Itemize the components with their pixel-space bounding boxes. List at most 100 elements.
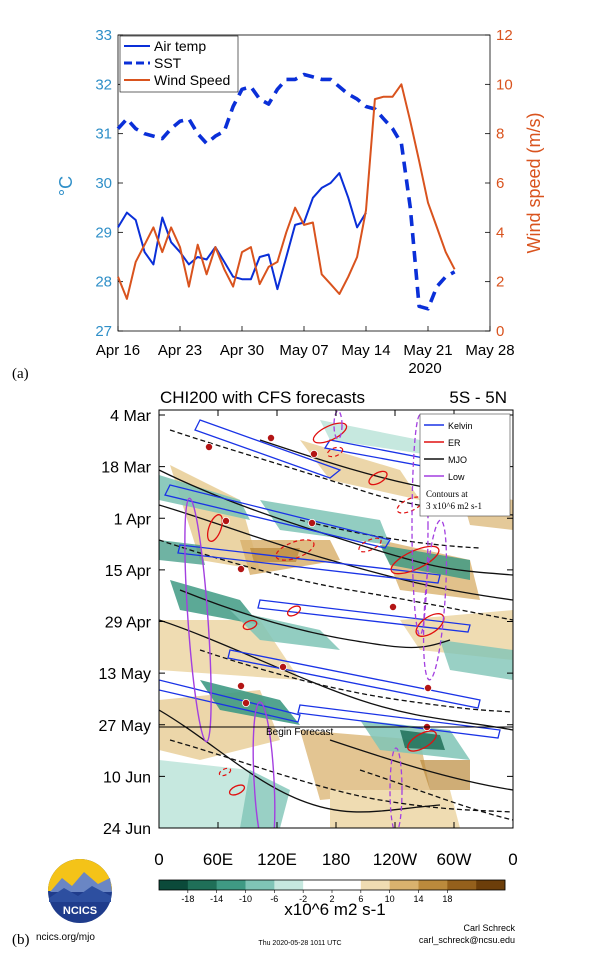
cyclone-marker [236, 682, 245, 691]
legend-sst-label: SST [154, 55, 182, 71]
colorbar-swatch [245, 880, 275, 890]
kelvin-contour [159, 679, 301, 723]
colorbar-tick-label: -6 [270, 894, 278, 904]
low-dashed-contour [422, 519, 448, 681]
colorbar-tick-label: -10 [239, 894, 252, 904]
cyclone-marker [309, 449, 318, 458]
colorbar-swatch [332, 880, 362, 890]
er-contour [415, 613, 445, 637]
lon-tick-label: 120E [257, 850, 297, 869]
mjo-contour [159, 619, 513, 731]
cyclone-marker [423, 684, 432, 693]
mjo-dashed-contour [359, 769, 513, 821]
cyclone-marker [388, 603, 397, 612]
anomaly-positive-band [250, 548, 300, 562]
right-y-tick-label: 6 [496, 175, 504, 192]
colorbar-tick-label: 2 [329, 894, 334, 904]
legend-low-label: Low [448, 472, 465, 482]
hovmoller-title: CHI200 with CFS forecasts [160, 388, 365, 407]
left-y-tick-label: 33 [95, 27, 112, 44]
colorbar-swatch [216, 880, 246, 890]
er-contour [228, 784, 246, 796]
contour-note-line-2: 3 x10^6 m2 s-1 [426, 501, 482, 511]
right-axis-label: Wind speed (m/s) [524, 112, 544, 253]
lon-tick-label: 120W [373, 850, 417, 869]
anomaly-negative-band [260, 500, 390, 545]
lon-tick-label: 0 [508, 850, 517, 869]
colorbar-swatch [187, 880, 217, 890]
kelvin-contour [164, 484, 392, 549]
logo-text: NCICS [63, 905, 97, 917]
colorbar-tick-label: -14 [210, 894, 223, 904]
mjo-dashed-contour [299, 519, 481, 549]
time-tick-label: 29 Apr [105, 615, 152, 632]
mjo-contours [159, 439, 513, 813]
footer-timestamp: Thu 2020-05-28 1011 UTC [258, 940, 341, 947]
mjo-contour [179, 589, 451, 649]
anomaly-negative-band [240, 770, 290, 828]
cyclone-marker [278, 663, 287, 672]
hovmoller-legend: Kelvin ER MJO Low Contours at 3 x10^6 m2… [419, 413, 511, 517]
left-y-tick-label: 31 [95, 126, 112, 143]
colorbar-swatch [447, 880, 477, 890]
panel-a-legend: Air temp SST Wind Speed [119, 35, 239, 93]
x-tick-label: May 28 [465, 342, 514, 359]
kelvin-contour [227, 649, 481, 709]
left-y-tick-label: 27 [95, 323, 112, 340]
anomaly-negative-band [159, 475, 250, 520]
anomaly-negative-band [380, 545, 470, 580]
ncics-logo: NCICS [48, 859, 112, 923]
begin-forecast-label: Begin Forecast [266, 727, 333, 738]
time-tick-label: 10 Jun [103, 769, 151, 786]
left-y-tick-label: 32 [95, 76, 112, 93]
er-dashed-contour [218, 767, 232, 777]
mjo-contour [259, 439, 441, 491]
left-y-tick-label: 28 [95, 274, 112, 291]
author-email: carl_schreck@ncsu.edu [419, 935, 515, 945]
x-tick-label: Apr 23 [158, 342, 202, 359]
anomaly-negative-band [440, 640, 513, 680]
panel-b-chart: CHI200 with CFS forecasts 5S - 5N [12, 388, 518, 948]
lon-tick-label: 0 [154, 850, 163, 869]
right-y-tick-label: 8 [496, 126, 504, 143]
low-contour [184, 497, 212, 743]
x-tick-label: May 21 [403, 342, 452, 359]
lat-band-label: 5S - 5N [449, 388, 507, 407]
low-dashed-contour [389, 747, 403, 828]
x-tick-label: Apr 30 [220, 342, 264, 359]
lon-tick-label: 60W [437, 850, 472, 869]
panel-a-tag: (a) [12, 366, 29, 382]
er-contours [206, 422, 445, 796]
footer-url: ncics.org/mjo [36, 932, 95, 943]
cyclone-marker [266, 433, 275, 442]
kelvin-contours [159, 419, 501, 739]
colorbar-tick-label: -18 [181, 894, 194, 904]
left-y-tick-label: 29 [95, 224, 112, 241]
colorbar-swatch [274, 880, 304, 890]
anomaly-negative-band [400, 730, 445, 750]
er-contour [286, 605, 302, 617]
colorbar-swatch [159, 880, 189, 890]
right-y-tick-label: 0 [496, 323, 504, 340]
right-y-tick-label: 10 [496, 76, 513, 93]
er-contour [206, 514, 224, 542]
right-y-tick-label: 12 [496, 27, 513, 44]
colorbar-swatch [476, 880, 506, 890]
legend-er-label: ER [448, 438, 461, 448]
right-y-tick-label: 4 [496, 224, 504, 241]
series-line-wind-speed [117, 83, 456, 300]
colorbar-tick-label: 14 [413, 894, 423, 904]
kelvin-contour [194, 419, 342, 479]
x-tick-label: May 14 [341, 342, 390, 359]
legend-wind-label: Wind Speed [154, 72, 230, 88]
low-contours [184, 497, 276, 828]
lon-tick-label: 60E [203, 850, 233, 869]
colorbar-tick-label: 6 [358, 894, 363, 904]
mjo-dashed-contour [169, 739, 513, 813]
cyclone-marker [204, 442, 213, 451]
low-dashed-contour [333, 410, 343, 440]
left-axis-label: °C [56, 176, 76, 196]
colorbar-tick-label: -2 [299, 894, 307, 904]
year-label: 2020 [408, 360, 441, 377]
time-tick-label: 15 Apr [105, 563, 152, 580]
